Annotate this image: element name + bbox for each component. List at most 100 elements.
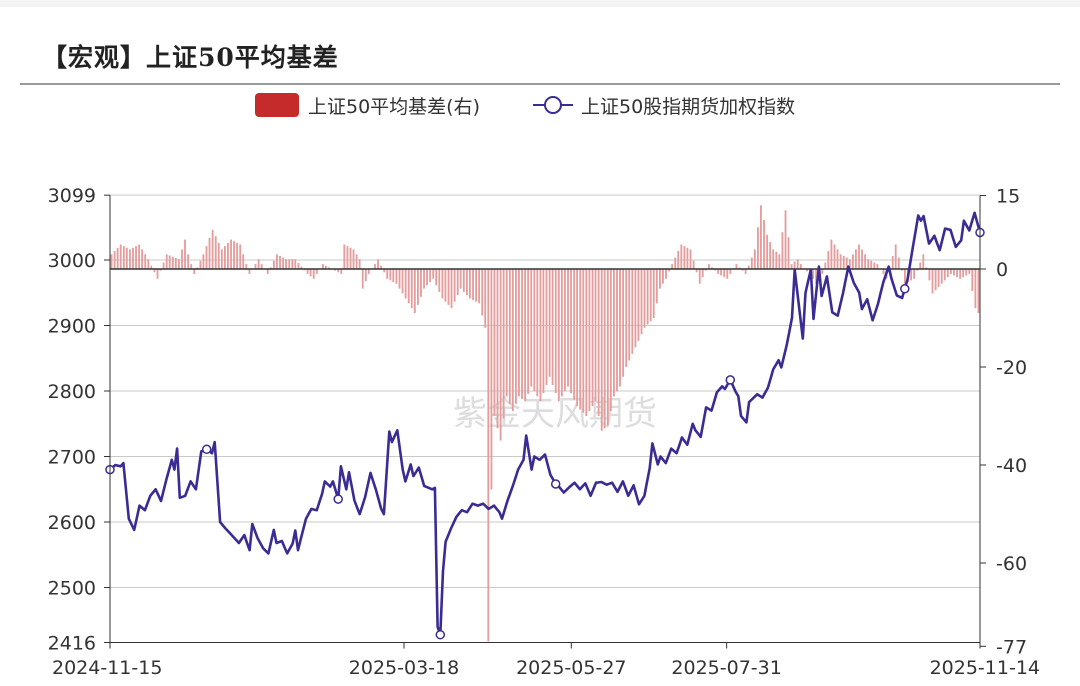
basis-bar xyxy=(937,269,940,287)
basis-bar xyxy=(499,269,502,441)
basis-bar xyxy=(340,269,343,274)
legend-item-basis[interactable]: 上证50平均基差(右) xyxy=(255,90,480,120)
x-tick-label: 2025-07-31 xyxy=(671,657,781,679)
basis-bar xyxy=(787,237,790,269)
basis-bar xyxy=(946,269,949,278)
basis-bar xyxy=(842,255,845,269)
x-tick-label: 2025-03-18 xyxy=(349,657,459,679)
basis-bar xyxy=(438,269,441,292)
basis-bar xyxy=(193,269,196,274)
basis-bar xyxy=(334,269,337,271)
basis-bar xyxy=(429,269,432,283)
basis-bar xyxy=(613,269,615,397)
basis-bar xyxy=(821,269,824,274)
basis-bar xyxy=(668,269,670,272)
chart-axes: 2416 2500 2600 2700 2800 2900 3000 3099 -77 -60 -4… xyxy=(48,185,1040,679)
basis-bar xyxy=(962,269,965,278)
basis-bar xyxy=(423,269,425,289)
basis-bar xyxy=(533,269,536,392)
basis-bar xyxy=(352,249,355,269)
basis-bar xyxy=(606,269,609,426)
basis-bar xyxy=(257,259,260,269)
basis-bar xyxy=(122,246,125,269)
basis-bar xyxy=(184,239,186,269)
basis-bar xyxy=(386,269,389,279)
basis-bar xyxy=(747,265,750,269)
basis-bar xyxy=(462,269,465,292)
basis-bar xyxy=(573,269,576,400)
basis-bar xyxy=(858,244,860,269)
basis-bar xyxy=(928,269,931,281)
basis-bar xyxy=(723,269,726,278)
basis-bar xyxy=(199,260,202,269)
basis-bar xyxy=(904,269,906,284)
basis-bar xyxy=(757,227,759,269)
basis-bar xyxy=(432,269,435,279)
basis-bar xyxy=(882,269,885,274)
basis-bar xyxy=(741,269,744,271)
basis-bar xyxy=(772,249,775,269)
basis-bar xyxy=(447,269,450,305)
basis-bar xyxy=(579,269,582,410)
basis-bar xyxy=(355,254,358,269)
basis-bar xyxy=(753,249,756,269)
basis-bar xyxy=(680,244,683,269)
basis-bar xyxy=(159,269,162,271)
basis-bar xyxy=(744,269,747,274)
basis-bar xyxy=(628,269,631,361)
basis-bar xyxy=(812,269,814,279)
basis-bar xyxy=(466,269,468,296)
basis-bar xyxy=(766,234,769,269)
basis-bar xyxy=(113,251,116,269)
basis-bar xyxy=(502,269,505,419)
basis-bar xyxy=(119,244,122,269)
basis-bar xyxy=(239,244,242,269)
basis-bar xyxy=(325,265,327,269)
basis-bar xyxy=(294,259,297,269)
basis-bar xyxy=(689,249,692,269)
basis-bar xyxy=(260,264,263,269)
legend-item-index[interactable]: 上证50股指期货加权指数 xyxy=(533,90,795,120)
basis-bar xyxy=(570,269,572,394)
basis-bar xyxy=(940,269,943,284)
basis-bar xyxy=(181,249,183,269)
y-left-tick-label: 2416 xyxy=(48,633,96,655)
basis-bar xyxy=(380,265,383,269)
basis-bar xyxy=(735,264,738,269)
basis-bar xyxy=(848,259,851,269)
basis-bar xyxy=(916,269,919,271)
basis-bar xyxy=(784,210,787,269)
basis-bar xyxy=(603,269,606,429)
basis-bar xyxy=(306,269,309,274)
basis-bar xyxy=(487,269,490,642)
basis-bar xyxy=(508,269,511,404)
basis-bar xyxy=(524,269,527,402)
basis-bar xyxy=(300,266,303,269)
basis-bar xyxy=(392,269,395,283)
basis-bar xyxy=(297,262,300,269)
basis-bar xyxy=(646,269,649,325)
basis-bar xyxy=(527,269,530,394)
basis-bar xyxy=(224,246,226,269)
basis-bar xyxy=(845,257,848,269)
basis-bar xyxy=(147,259,150,269)
basis-bar xyxy=(515,269,517,404)
basis-bar xyxy=(901,269,903,271)
basis-bar xyxy=(873,262,876,269)
y-left-tick-label: 3000 xyxy=(48,250,96,272)
basis-bar xyxy=(560,269,563,397)
basis-bar xyxy=(836,249,839,269)
title-divider xyxy=(20,83,1060,85)
basis-bar xyxy=(977,269,980,314)
basis-bar xyxy=(312,269,315,279)
basis-bar xyxy=(652,269,655,318)
basis-bar xyxy=(686,247,689,269)
basis-bar xyxy=(413,269,416,314)
basis-bar xyxy=(214,236,217,269)
basis-bar xyxy=(242,254,245,269)
watermark: 紫金天风期货 xyxy=(453,394,657,434)
basis-bar xyxy=(582,269,585,413)
basis-bar xyxy=(309,269,312,277)
basis-bar xyxy=(974,269,977,309)
basis-bar xyxy=(698,269,701,284)
